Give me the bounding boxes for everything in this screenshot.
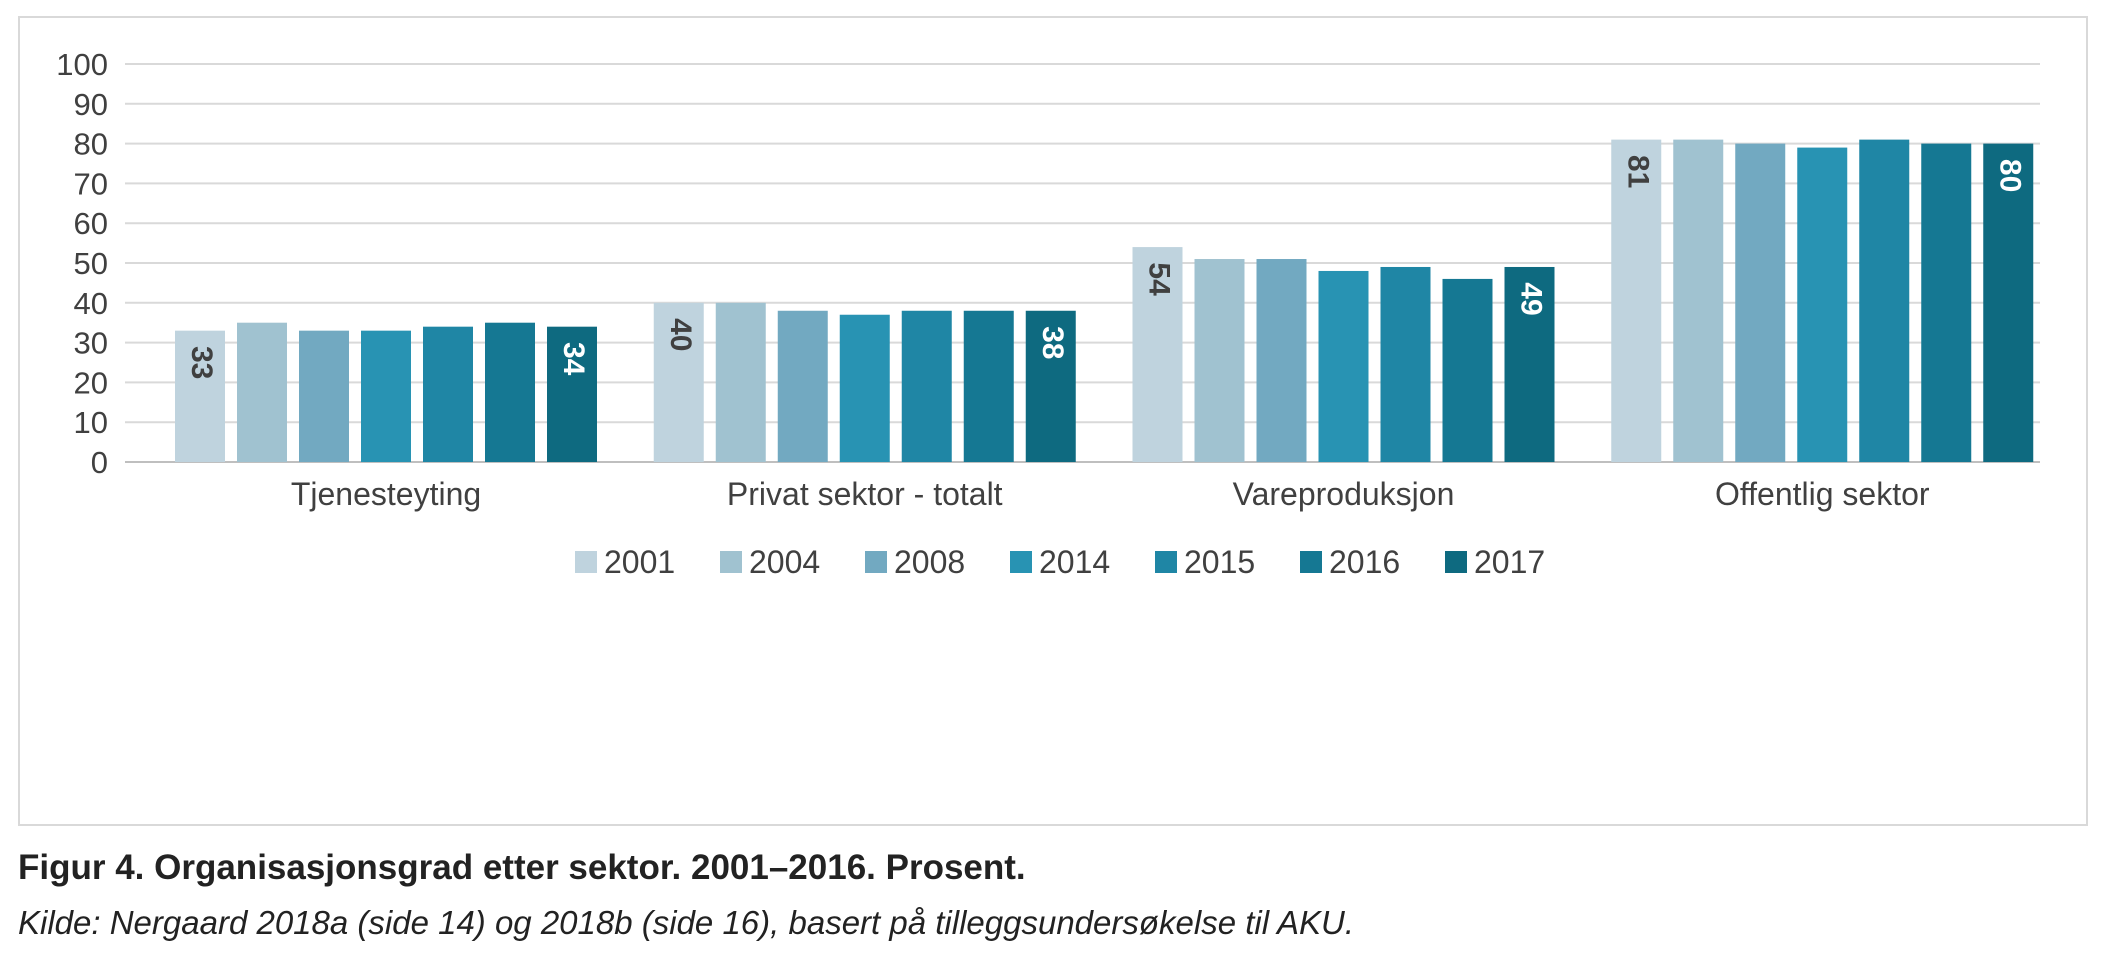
y-tick-label: 80 <box>74 127 108 162</box>
legend-swatch-2001 <box>575 551 597 573</box>
data-label: 80 <box>1993 159 2026 192</box>
legend-label: 2015 <box>1184 544 1255 580</box>
bar-2004 <box>1673 139 1724 462</box>
x-category-label: Tjenesteyting <box>291 476 481 512</box>
legend-swatch-2017 <box>1445 551 1467 573</box>
y-tick-label: 50 <box>74 246 108 281</box>
bar-2016 <box>1442 278 1493 462</box>
legend-swatch-2015 <box>1155 551 1177 573</box>
legend-label: 2017 <box>1474 544 1545 580</box>
y-tick-label: 0 <box>91 445 108 480</box>
bar-chart: 0 10 20 30 40 50 60 70 80 90 100 33 34 Tjenesteyting 4… <box>56 47 2040 580</box>
data-label: 54 <box>1143 262 1176 296</box>
y-tick-label: 20 <box>74 365 108 400</box>
legend-swatch-2014 <box>1010 551 1032 573</box>
legend-label: 2008 <box>894 544 965 580</box>
data-label: 38 <box>1036 326 1069 359</box>
legend-label: 2014 <box>1039 544 1110 580</box>
data-label: 40 <box>664 318 697 351</box>
bar-2008 <box>1256 259 1307 462</box>
legend-swatch-2004 <box>720 551 742 573</box>
legend-label: 2001 <box>604 544 675 580</box>
data-label: 33 <box>185 346 218 379</box>
bar-2017 <box>1025 310 1076 462</box>
bar-2015 <box>901 310 952 462</box>
bar-2017 <box>547 326 597 462</box>
bar-2001 <box>1132 247 1183 462</box>
legend-swatch-2016 <box>1300 551 1322 573</box>
x-category-label: Vareproduksjon <box>1233 476 1455 512</box>
bar-2016 <box>1921 143 1972 462</box>
bar-2014 <box>839 314 890 462</box>
legend-label: 2004 <box>749 544 820 580</box>
bar-2001 <box>175 330 225 462</box>
y-tick-label: 30 <box>74 326 108 361</box>
data-label: 49 <box>1515 282 1548 315</box>
bar-2004 <box>1194 259 1245 462</box>
y-tick-label: 60 <box>74 206 108 241</box>
bar-2014 <box>361 330 411 462</box>
y-tick-label: 40 <box>74 286 108 321</box>
x-category-label: Privat sektor - totalt <box>727 476 1003 512</box>
bar-2008 <box>299 330 349 462</box>
bar-2004 <box>237 322 287 462</box>
figure-caption: Figur 4. Organisasjonsgrad etter sektor.… <box>18 848 1026 887</box>
y-tick-label: 100 <box>56 47 108 82</box>
data-label: 81 <box>1621 155 1654 188</box>
y-tick-label: 90 <box>74 87 108 122</box>
bar-2017 <box>1983 143 2034 462</box>
figure-source: Kilde: Nergaard 2018a (side 14) og 2018b… <box>18 904 1355 941</box>
bar-2015 <box>1859 139 1910 462</box>
legend-swatch-2008 <box>865 551 887 573</box>
y-tick-label: 70 <box>74 166 108 201</box>
bar-2014 <box>1797 147 1848 462</box>
bar-2014 <box>1318 270 1369 462</box>
bar-2015 <box>1380 266 1431 462</box>
bar-2015 <box>423 326 473 462</box>
chart-frame: 0 10 20 30 40 50 60 70 80 90 100 33 34 Tjenesteyting 4… <box>18 16 2088 826</box>
data-label: 34 <box>557 342 590 376</box>
bar-2017 <box>1504 266 1555 462</box>
x-category-label: Offentlig sektor <box>1715 476 1930 512</box>
bar-2016 <box>963 310 1014 462</box>
y-tick-label: 10 <box>74 405 108 440</box>
bar-2008 <box>777 310 828 462</box>
bar-2004 <box>715 302 766 462</box>
bar-2016 <box>485 322 535 462</box>
bar-2001 <box>653 302 704 462</box>
bar-2008 <box>1735 143 1786 462</box>
legend-label: 2016 <box>1329 544 1400 580</box>
bar-2001 <box>1611 139 1662 462</box>
